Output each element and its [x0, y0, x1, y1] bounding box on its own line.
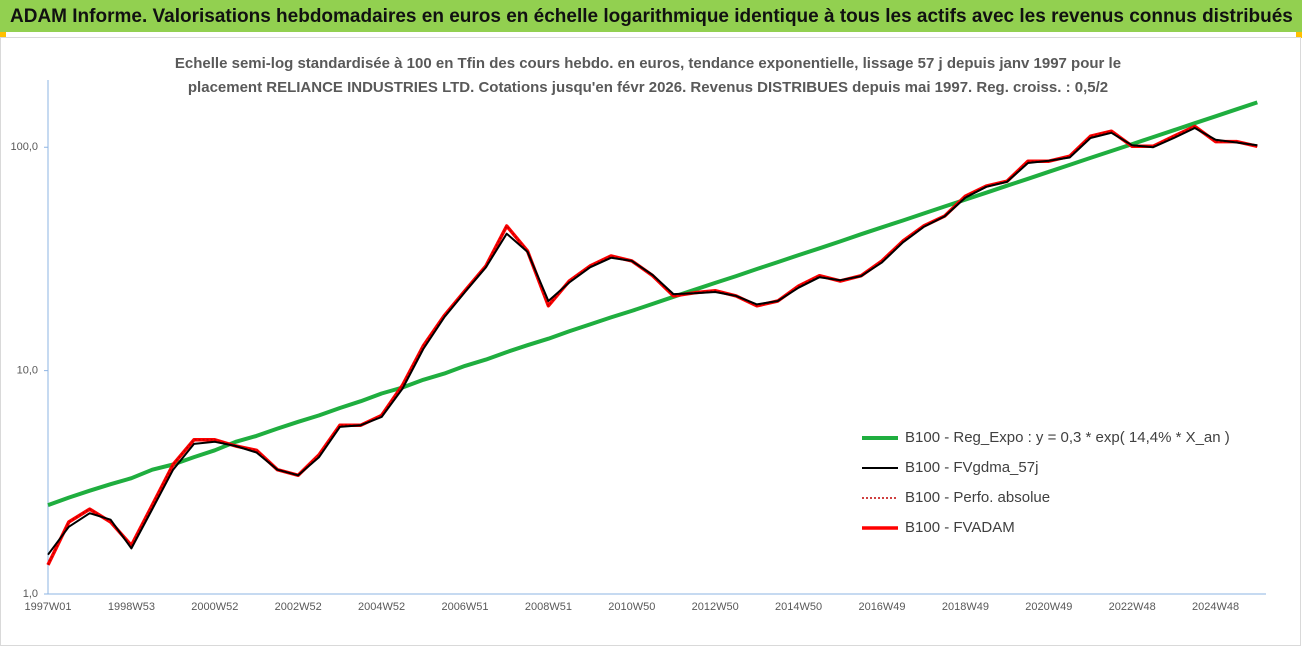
title-bar	[0, 0, 1302, 32]
corner	[0, 32, 6, 38]
x-tick-label: 1998W53	[108, 601, 155, 613]
x-tick-label: 2024W48	[1192, 601, 1239, 613]
chart-frame	[0, 37, 1301, 646]
x-tick-label: 2002W52	[275, 601, 322, 613]
x-tick-label: 2006W51	[441, 601, 488, 613]
x-tick-label: 2004W52	[358, 601, 405, 613]
x-tick-label: 1997W01	[24, 601, 71, 613]
x-tick-label: 2016W49	[858, 601, 905, 613]
x-tick-label: 2022W48	[1109, 601, 1156, 613]
legend-label: B100 - FVgdma_57j	[905, 459, 1038, 476]
corner	[1296, 32, 1302, 38]
x-tick-label: 2018W49	[942, 601, 989, 613]
subtitle: placement RELIANCE INDUSTRIES LTD. Cotat…	[188, 79, 1108, 96]
subtitle: Echelle semi-log standardisée à 100 en T…	[175, 55, 1121, 72]
x-tick-label: 2000W52	[191, 601, 238, 613]
y-tick-label: 1,0	[23, 588, 38, 600]
x-tick-label: 2012W50	[692, 601, 739, 613]
y-tick-label: 10,0	[17, 365, 38, 377]
y-tick-label: 100,0	[10, 141, 38, 153]
x-tick-label: 2014W50	[775, 601, 822, 613]
x-tick-label: 2010W50	[608, 601, 655, 613]
series-line	[47, 100, 1258, 507]
title: ADAM Informe. Valorisations hebdomadaire…	[10, 6, 1293, 27]
series-line	[47, 127, 1258, 556]
x-tick-label: 2020W49	[1025, 601, 1072, 613]
legend-label: B100 - Perfo. absolue	[905, 489, 1050, 506]
x-tick-label: 2008W51	[525, 601, 572, 613]
legend-label: B100 - FVADAM	[905, 519, 1015, 536]
legend-label: B100 - Reg_Expo : y = 0,3 * exp( 14,4% *…	[905, 429, 1230, 446]
